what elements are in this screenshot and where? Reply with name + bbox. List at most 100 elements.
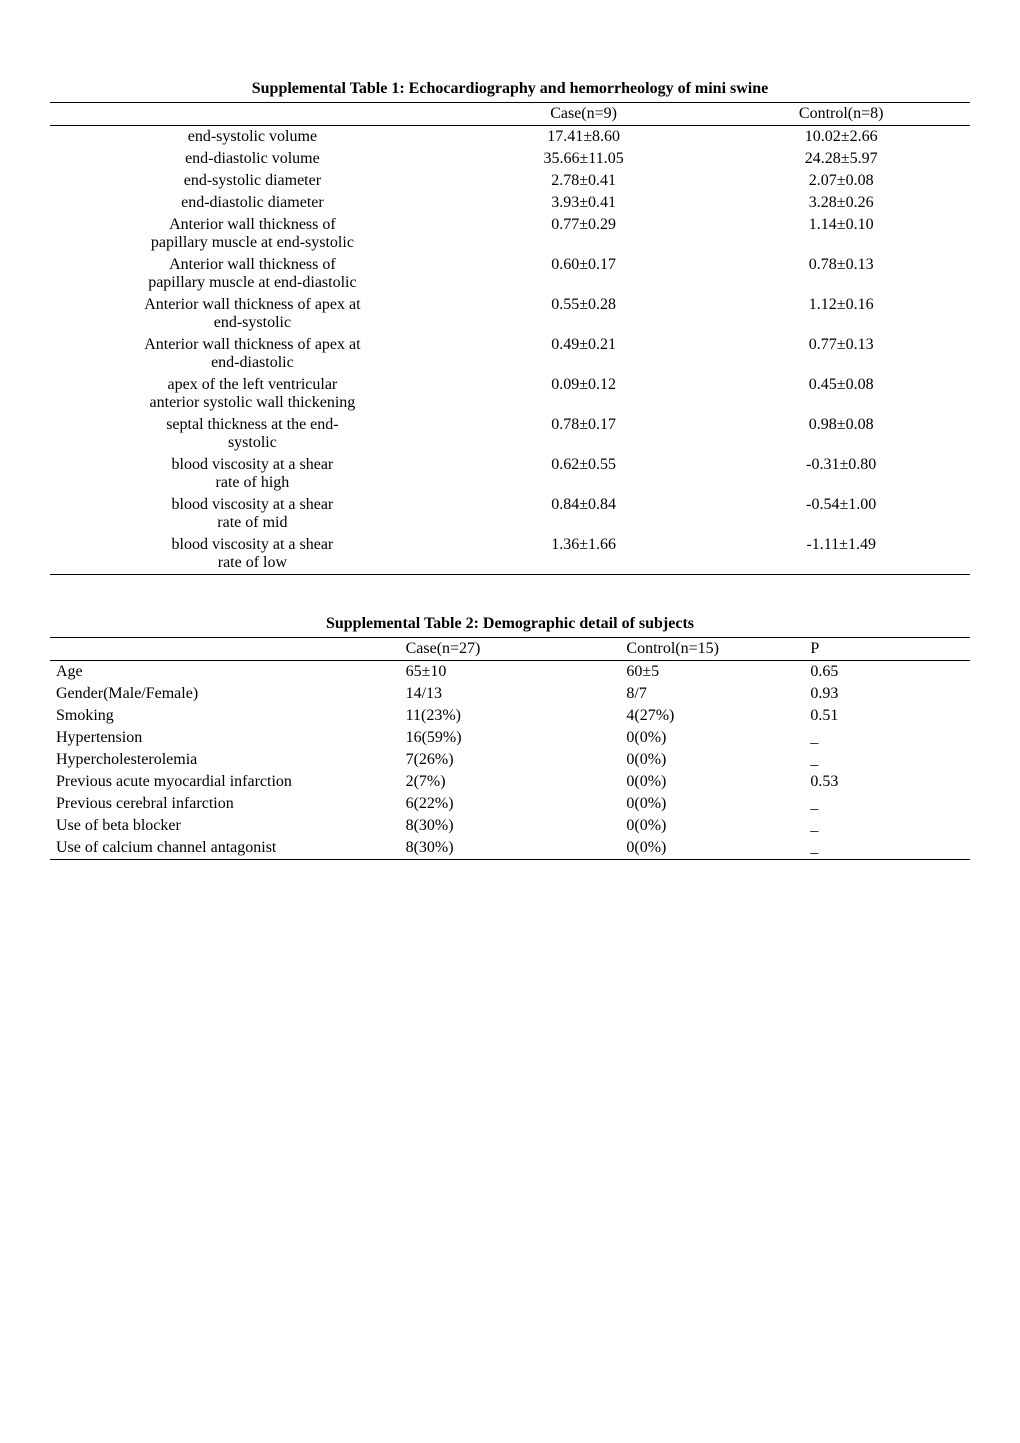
row-p: 0.93 (804, 683, 970, 705)
row-case: 0.60±0.17 (455, 254, 713, 294)
table2-title: Supplemental Table 2: Demographic detail… (50, 615, 970, 633)
row-label-line: apex of the left ventricular (56, 376, 449, 394)
row-label: blood viscosity at a shearrate of high (50, 454, 455, 494)
row-label: end-systolic diameter (50, 170, 455, 192)
table-row: Anterior wall thickness ofpapillary musc… (50, 214, 970, 254)
row-label: end-systolic volume (50, 126, 455, 149)
row-label: blood viscosity at a shearrate of mid (50, 494, 455, 534)
row-control: 0(0%) (620, 815, 804, 837)
row-control: -0.31±0.80 (712, 454, 970, 494)
row-label: blood viscosity at a shearrate of low (50, 534, 455, 575)
row-label-line: Anterior wall thickness of apex at (56, 336, 449, 354)
table-row: Anterior wall thickness of apex atend-di… (50, 334, 970, 374)
table2-body: Age65±1060±50.65Gender(Male/Female)14/13… (50, 661, 970, 860)
row-label: septal thickness at the end-systolic (50, 414, 455, 454)
table1-block: Supplemental Table 1: Echocardiography a… (50, 80, 970, 575)
table2-header-control: Control(n=15) (620, 638, 804, 661)
row-label: Age (50, 661, 400, 684)
row-label: Anterior wall thickness ofpapillary musc… (50, 214, 455, 254)
table2-block: Supplemental Table 2: Demographic detail… (50, 615, 970, 860)
row-control: 0.45±0.08 (712, 374, 970, 414)
row-p: _ (804, 727, 970, 749)
table-row: end-diastolic diameter 3.93±0.413.28±0.26 (50, 192, 970, 214)
row-p: 0.65 (804, 661, 970, 684)
row-case: 0.09±0.12 (455, 374, 713, 414)
row-p: _ (804, 793, 970, 815)
table-row: end-systolic volume 17.41±8.6010.02±2.66 (50, 126, 970, 149)
row-label: Anterior wall thickness ofpapillary musc… (50, 254, 455, 294)
row-control: 10.02±2.66 (712, 126, 970, 149)
row-label-line: end-diastolic (56, 354, 449, 372)
row-case: 2.78±0.41 (455, 170, 713, 192)
row-label: Gender(Male/Female) (50, 683, 400, 705)
row-control: 0.78±0.13 (712, 254, 970, 294)
row-label-line: end-systolic diameter (56, 172, 449, 190)
row-case: 0.49±0.21 (455, 334, 713, 374)
row-label: Use of calcium channel antagonist (50, 837, 400, 860)
row-label: end-diastolic volume (50, 148, 455, 170)
table-row: Previous cerebral infarction6(22%)0(0%)_ (50, 793, 970, 815)
table1-header-row: Case(n=9) Control(n=8) (50, 103, 970, 126)
row-case: 3.93±0.41 (455, 192, 713, 214)
row-p: _ (804, 815, 970, 837)
row-case: 14/13 (400, 683, 621, 705)
row-control: 0(0%) (620, 771, 804, 793)
row-label-line: rate of high (56, 474, 449, 492)
table-row: end-diastolic volume35.66±11.0524.28±5.9… (50, 148, 970, 170)
row-control: 2.07±0.08 (712, 170, 970, 192)
row-control: 8/7 (620, 683, 804, 705)
row-label-line: blood viscosity at a shear (56, 456, 449, 474)
row-label-line: end-diastolic diameter (56, 194, 449, 212)
table2-header-case: Case(n=27) (400, 638, 621, 661)
row-control: -0.54±1.00 (712, 494, 970, 534)
row-p: 0.53 (804, 771, 970, 793)
row-case: 0.77±0.29 (455, 214, 713, 254)
row-control: 0(0%) (620, 749, 804, 771)
table1-header-blank (50, 103, 455, 126)
row-label: Smoking (50, 705, 400, 727)
row-p: 0.51 (804, 705, 970, 727)
row-control: 0.98±0.08 (712, 414, 970, 454)
table1: Case(n=9) Control(n=8) end-systolic volu… (50, 102, 970, 575)
table-row: Age65±1060±50.65 (50, 661, 970, 684)
row-label: Previous acute myocardial infarction (50, 771, 400, 793)
row-control: 0.77±0.13 (712, 334, 970, 374)
row-control: -1.11±1.49 (712, 534, 970, 575)
row-control: 0(0%) (620, 793, 804, 815)
row-control: 0(0%) (620, 727, 804, 749)
table2-header-row: Case(n=27) Control(n=15) P (50, 638, 970, 661)
table-row: Hypertension16(59%)0(0%)_ (50, 727, 970, 749)
row-label-line: Anterior wall thickness of apex at (56, 296, 449, 314)
row-label-line: end-systolic volume (56, 128, 449, 146)
table-row: end-systolic diameter 2.78±0.412.07±0.08 (50, 170, 970, 192)
row-label: Previous cerebral infarction (50, 793, 400, 815)
row-label-line: end-diastolic volume (56, 150, 449, 168)
row-label-line: end-systolic (56, 314, 449, 332)
row-case: 0.84±0.84 (455, 494, 713, 534)
row-label-line: systolic (56, 434, 449, 452)
row-p: _ (804, 837, 970, 860)
table1-header-case: Case(n=9) (455, 103, 713, 126)
table-row: blood viscosity at a shearrate of high0.… (50, 454, 970, 494)
table-row: blood viscosity at a shearrate of low1.3… (50, 534, 970, 575)
row-label-line: blood viscosity at a shear (56, 536, 449, 554)
table-row: blood viscosity at a shearrate of mid0.8… (50, 494, 970, 534)
table-row: Use of calcium channel antagonist8(30%)0… (50, 837, 970, 860)
row-control: 4(27%) (620, 705, 804, 727)
table-row: Previous acute myocardial infarction2(7%… (50, 771, 970, 793)
row-label-line: papillary muscle at end-systolic (56, 234, 449, 252)
table-row: Hypercholesterolemia7(26%)0(0%)_ (50, 749, 970, 771)
table-row: Use of beta blocker8(30%)0(0%)_ (50, 815, 970, 837)
row-case: 17.41±8.60 (455, 126, 713, 149)
table-row: Gender(Male/Female)14/138/70.93 (50, 683, 970, 705)
row-control: 3.28±0.26 (712, 192, 970, 214)
table-row: Smoking11(23%)4(27%)0.51 (50, 705, 970, 727)
row-label-line: septal thickness at the end- (56, 416, 449, 434)
table-row: Anterior wall thickness of apex atend-sy… (50, 294, 970, 334)
row-case: 8(30%) (400, 837, 621, 860)
row-label: Hypertension (50, 727, 400, 749)
row-label: apex of the left ventricularanterior sys… (50, 374, 455, 414)
table2: Case(n=27) Control(n=15) P Age65±1060±50… (50, 637, 970, 860)
row-case: 65±10 (400, 661, 621, 684)
row-control: 24.28±5.97 (712, 148, 970, 170)
